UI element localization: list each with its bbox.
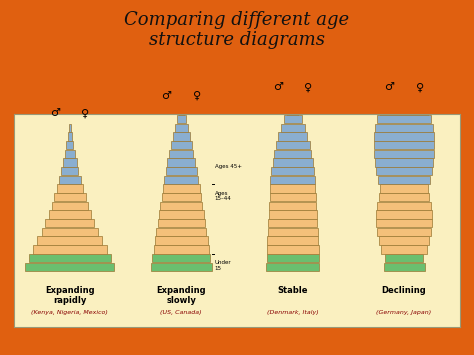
Bar — [52, 202, 88, 210]
Bar — [62, 167, 78, 175]
Bar — [374, 132, 434, 141]
Bar — [164, 176, 198, 184]
Text: (US, Canada): (US, Canada) — [161, 310, 202, 315]
Text: Ages 45+: Ages 45+ — [215, 164, 242, 169]
Text: (Kenya, Nigeria, Mexico): (Kenya, Nigeria, Mexico) — [31, 310, 109, 315]
Bar — [151, 263, 211, 271]
Bar — [270, 176, 315, 184]
Bar — [273, 158, 313, 167]
Text: ♂: ♂ — [50, 108, 60, 119]
Text: (Germany, Japan): (Germany, Japan) — [376, 310, 432, 315]
Bar — [156, 228, 206, 236]
Bar — [46, 219, 94, 228]
Bar — [269, 211, 317, 219]
Bar — [380, 106, 428, 115]
Bar — [374, 141, 434, 149]
Bar — [276, 141, 310, 149]
Bar — [374, 150, 434, 158]
Bar — [267, 245, 319, 253]
Bar — [169, 150, 193, 158]
Bar — [42, 228, 98, 236]
Bar — [63, 158, 77, 167]
Bar — [278, 132, 308, 141]
Text: ♀: ♀ — [304, 82, 312, 92]
Text: ♀: ♀ — [82, 108, 90, 119]
Bar — [376, 219, 432, 228]
Text: ♂: ♂ — [384, 82, 394, 92]
Bar — [66, 141, 73, 149]
Bar — [162, 193, 201, 201]
Text: Expanding
slowly: Expanding slowly — [156, 286, 206, 305]
Bar — [380, 184, 428, 193]
Bar — [55, 193, 85, 201]
Bar — [158, 219, 205, 228]
Bar — [385, 254, 423, 262]
Text: Stable: Stable — [277, 286, 308, 295]
Bar — [377, 202, 431, 210]
Bar — [173, 132, 190, 141]
Bar — [386, 98, 422, 106]
Bar — [59, 176, 81, 184]
Bar — [154, 245, 209, 253]
Bar — [152, 254, 210, 262]
Bar — [375, 124, 433, 132]
Bar — [48, 211, 91, 219]
Bar — [381, 245, 427, 253]
Bar — [68, 132, 72, 141]
Text: Comparing different age
structure diagrams: Comparing different age structure diagra… — [125, 11, 349, 49]
Bar — [383, 263, 425, 271]
Bar — [376, 211, 432, 219]
Text: ♂: ♂ — [273, 82, 283, 92]
Bar — [270, 193, 316, 201]
Bar — [163, 184, 200, 193]
Bar — [57, 184, 83, 193]
Bar — [266, 263, 319, 271]
Text: Under
15: Under 15 — [215, 260, 231, 271]
Bar — [171, 141, 191, 149]
Bar — [268, 228, 318, 236]
Bar — [174, 124, 188, 132]
Bar — [268, 219, 317, 228]
Text: ♀: ♀ — [193, 91, 201, 101]
Bar — [375, 158, 433, 167]
Bar — [267, 236, 318, 245]
Bar — [270, 184, 315, 193]
Bar — [65, 150, 75, 158]
Bar — [379, 236, 429, 245]
Text: (Denmark, Italy): (Denmark, Italy) — [267, 310, 319, 315]
Bar — [166, 167, 197, 175]
Bar — [29, 254, 111, 262]
Bar — [269, 202, 316, 210]
Bar — [267, 254, 319, 262]
Bar — [179, 106, 184, 115]
Bar — [290, 98, 296, 106]
Bar — [377, 228, 431, 236]
Bar — [155, 236, 208, 245]
Bar — [177, 115, 186, 123]
Bar — [378, 176, 430, 184]
Bar — [69, 124, 71, 132]
Bar — [379, 193, 429, 201]
Bar — [284, 115, 301, 123]
Text: Expanding
rapidly: Expanding rapidly — [45, 286, 95, 305]
Bar — [274, 150, 311, 158]
Bar — [281, 124, 305, 132]
Text: ♂: ♂ — [162, 91, 172, 101]
Bar — [33, 245, 107, 253]
Text: Ages
15–44: Ages 15–44 — [215, 191, 231, 201]
Bar — [160, 202, 202, 210]
Bar — [167, 158, 195, 167]
Bar — [37, 236, 102, 245]
Bar — [271, 167, 314, 175]
Text: ♀: ♀ — [416, 82, 424, 92]
Bar — [376, 167, 432, 175]
Bar — [25, 263, 114, 271]
Bar — [377, 115, 431, 123]
Text: Declining: Declining — [382, 286, 427, 295]
Bar — [159, 211, 203, 219]
Bar — [287, 106, 299, 115]
